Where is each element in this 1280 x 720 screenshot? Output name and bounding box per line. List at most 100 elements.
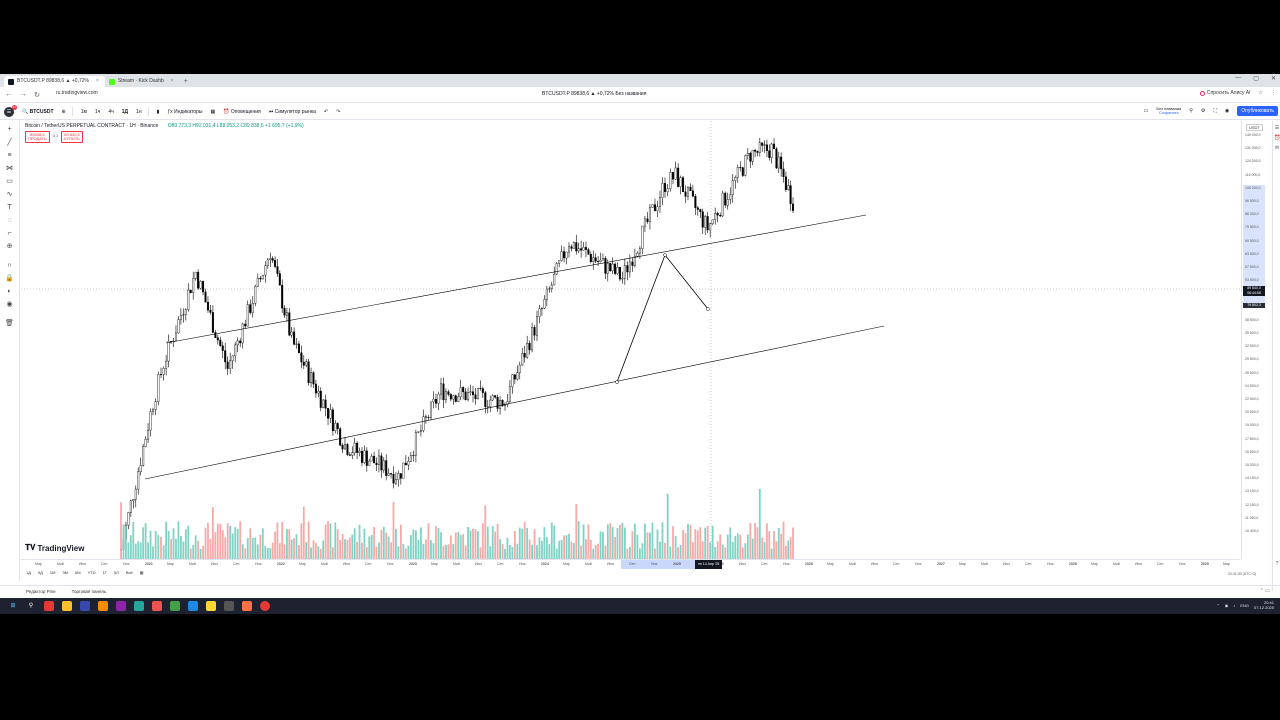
app-icon[interactable] <box>152 601 162 611</box>
range-5д[interactable]: 5Д <box>37 570 43 575</box>
folder-icon[interactable] <box>62 601 72 611</box>
forward-icon[interactable]: → <box>19 91 27 98</box>
volume-icon[interactable]: ♪ <box>1233 602 1236 608</box>
rectangle-icon[interactable]: ▭ <box>6 178 13 185</box>
range-1г[interactable]: 1Г <box>102 570 107 575</box>
search-icon[interactable]: ⚲ <box>28 603 34 609</box>
price-scale[interactable]: USDT 140 000,0 131 000,0 124 000,0 115 000,… <box>1241 121 1272 559</box>
pine-editor-tab[interactable]: Редактор Pine <box>26 588 56 594</box>
replay-button[interactable]: ⏮ Симулятор рынка <box>268 108 316 115</box>
pattern-icon[interactable]: ◌ <box>7 217 12 224</box>
taskbar-clock[interactable]: 20:41 07.12.2025 <box>1253 600 1274 610</box>
candle-body <box>341 444 344 450</box>
range-всё[interactable]: Всё <box>125 570 133 575</box>
sell-button[interactable]: 89838,5 ПРОДАТЬ <box>25 131 50 143</box>
settings-icon[interactable]: ⚙ <box>1200 108 1206 114</box>
indicators-button[interactable]: ƒx Индикаторы <box>167 108 203 115</box>
crosshair-icon[interactable]: + <box>7 126 12 133</box>
interval-1m[interactable]: 1м <box>80 108 87 115</box>
eye-icon[interactable]: ◉ <box>6 301 13 308</box>
app-icon[interactable] <box>134 601 144 611</box>
snapshot-icon[interactable]: ◉ <box>1224 108 1230 114</box>
text-icon[interactable]: T <box>7 204 12 211</box>
publish-button[interactable]: Опубликовать <box>1237 106 1278 116</box>
redo-icon[interactable]: ↷ <box>336 108 341 115</box>
time-axis[interactable]: Мар Май Июл Сен Ноя 2021 Мар Май Июл Сен Ноя 2022 Ма… <box>21 559 1241 569</box>
url-field[interactable]: ru.tradingview.com <box>56 90 98 96</box>
ruler-icon[interactable]: ⌐ <box>7 230 12 237</box>
layout-icon[interactable]: ▭ <box>1143 108 1149 114</box>
interval-1h[interactable]: 1ч <box>94 108 101 115</box>
hide-drawings-icon[interactable]: ◐ <box>7 288 12 295</box>
tray-arrow-icon[interactable]: ⌃ <box>1216 602 1220 608</box>
app-icon[interactable] <box>188 601 198 611</box>
back-icon[interactable]: ← <box>5 91 13 98</box>
start-icon[interactable]: ⊞ <box>10 603 16 609</box>
user-avatar[interactable]: ☰ 11 <box>4 104 17 117</box>
legend-title[interactable]: Bitcoin / TetherUS PERPETUAL CONTRACT · … <box>25 123 159 129</box>
app-icon[interactable] <box>98 601 108 611</box>
range-1д[interactable]: 1Д <box>26 570 31 575</box>
candle-body <box>773 143 776 150</box>
collapse-panel-icon[interactable]: ⌃ ▭ <box>1259 588 1270 594</box>
pitchfork-icon[interactable]: ⋈ <box>6 165 13 172</box>
app-icon[interactable] <box>170 601 180 611</box>
undo-icon[interactable]: ↶ <box>323 108 329 115</box>
close-tab-icon[interactable]: × <box>170 78 174 84</box>
alerts-panel-icon[interactable]: ⏰ <box>1274 135 1280 141</box>
minimize-icon[interactable]: — <box>1235 75 1242 81</box>
bookmark-icon[interactable]: ☆ <box>1258 90 1263 96</box>
interval-4h[interactable]: 4ч <box>108 108 114 115</box>
app-icon[interactable] <box>242 601 252 611</box>
candle-style-icon[interactable]: ▮ <box>156 108 160 115</box>
alice-button[interactable]: Спросить Алису AI <box>1199 90 1251 96</box>
reload-icon[interactable]: ↻ <box>34 91 40 99</box>
app-icon[interactable] <box>260 601 270 611</box>
trend-line-icon[interactable]: ╱ <box>7 139 12 146</box>
symbol-search-button[interactable]: 🔍 BTCUSDT <box>22 108 54 115</box>
range-6м[interactable]: 6М <box>75 570 81 575</box>
range-5л[interactable]: 5Л <box>113 570 119 575</box>
app-icon[interactable] <box>116 601 126 611</box>
app-icon[interactable] <box>224 601 234 611</box>
range-1м[interactable]: 1М <box>49 570 56 575</box>
templates-icon[interactable]: ▦ <box>210 108 216 115</box>
zoom-icon[interactable]: ⊕ <box>6 243 13 250</box>
magnet-icon[interactable]: ∩ <box>6 262 13 269</box>
language-indicator[interactable]: ENG <box>1240 602 1249 608</box>
horizontal-line-icon[interactable]: ≡ <box>7 152 12 159</box>
extensions-icon[interactable]: ⋮ <box>1271 90 1276 96</box>
chat-icon[interactable]: ✉ <box>1274 145 1280 151</box>
new-tab-button[interactable]: + <box>183 78 188 85</box>
utc-clock[interactable]: 20:41:39 (UTC+3) <box>1228 572 1257 576</box>
close-tab-icon[interactable]: × <box>95 78 99 84</box>
currency-label[interactable]: USDT <box>1246 124 1263 131</box>
interval-1d[interactable]: 1Д <box>121 108 129 115</box>
alerts-button[interactable]: ⏰ Оповещения <box>223 108 261 115</box>
search-icon[interactable]: ⚲ <box>1189 108 1193 114</box>
browser-icon[interactable] <box>80 601 90 611</box>
interval-1w[interactable]: 1н <box>136 108 142 115</box>
browser-tab-tradingview[interactable]: BTCUSDT.P 89838,6 ▲ +0,72% × <box>4 76 105 87</box>
fullscreen-icon[interactable]: ⛶ <box>1213 108 1217 114</box>
app-icon[interactable] <box>44 601 54 611</box>
compare-symbol-icon[interactable]: ⊕ <box>61 108 66 115</box>
buy-button[interactable]: 89 840,0 КУПИТЬ <box>61 131 83 143</box>
brush-icon[interactable]: ∿ <box>6 191 13 198</box>
range-ytd[interactable]: YTD <box>87 570 96 575</box>
trading-panel-tab[interactable]: Торговая панель <box>71 588 107 594</box>
help-icon[interactable]: ? <box>1275 561 1279 567</box>
chart-pane[interactable]: Bitcoin / TetherUS PERPETUAL CONTRACT · … <box>21 121 1241 559</box>
maximize-icon[interactable]: ▢ <box>1253 76 1259 82</box>
save-layout-button[interactable]: Без названия Сохранить <box>1156 106 1182 115</box>
watchlist-icon[interactable]: ☰ <box>1274 125 1280 131</box>
browser-tab-kick[interactable]: Stream · Kick Dashb × <box>104 76 180 87</box>
app-icon[interactable] <box>206 601 216 611</box>
lock-icon[interactable]: 🔒 <box>5 275 14 282</box>
calendar-icon[interactable]: ▦ <box>139 570 144 575</box>
network-icon[interactable]: ◉ <box>1224 602 1229 608</box>
range-3м[interactable]: 3М <box>62 570 68 575</box>
close-window-icon[interactable]: ✕ <box>1270 76 1276 82</box>
chart-canvas[interactable] <box>21 121 1241 559</box>
trash-icon[interactable]: 🗑 <box>5 320 14 327</box>
